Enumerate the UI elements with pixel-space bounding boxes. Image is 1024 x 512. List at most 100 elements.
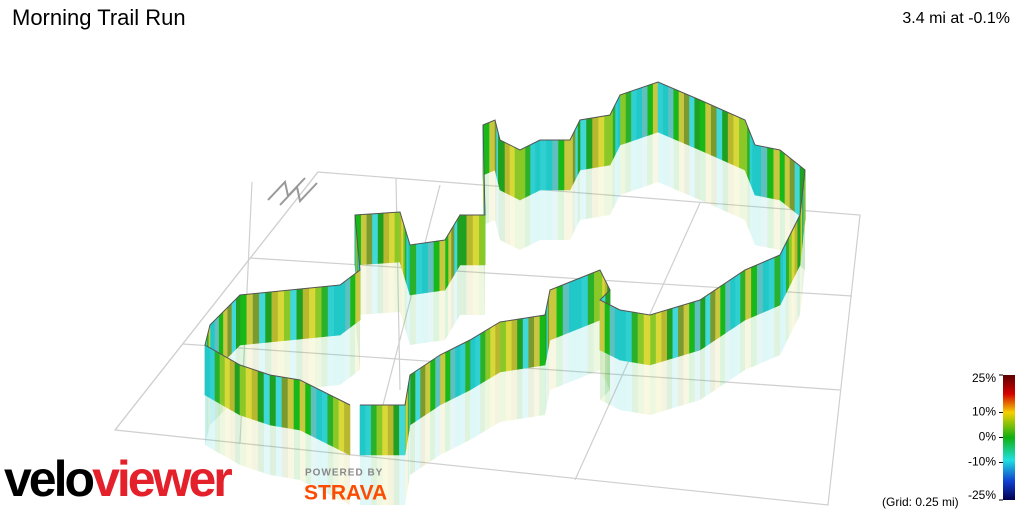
- route-wall: [484, 327, 491, 382]
- route-reflection: [415, 418, 420, 472]
- route-reflection: [365, 455, 372, 505]
- route-reflection: [439, 290, 445, 341]
- route-wall: [327, 393, 334, 448]
- route-reflection: [445, 285, 448, 340]
- route-wall: [668, 86, 675, 140]
- route-reflection: [410, 421, 415, 475]
- route-reflection: [258, 421, 264, 473]
- route-reflection: [235, 412, 240, 465]
- route-reflection: [535, 190, 540, 243]
- route-wall: [376, 404, 383, 456]
- route-wall: [283, 289, 291, 341]
- route-wall: [399, 404, 406, 456]
- route-reflection: [498, 183, 500, 240]
- route-wall: [597, 115, 605, 168]
- route-reflection: [762, 310, 769, 363]
- route-wall: [365, 404, 372, 456]
- route-reflection: [663, 134, 669, 187]
- route-reflection: [465, 390, 470, 443]
- route-wall: [649, 312, 656, 366]
- route-wall: [545, 139, 553, 191]
- route-reflection: [802, 236, 804, 293]
- route-wall: [671, 306, 679, 359]
- route-wall: [251, 368, 259, 422]
- route-wall: [454, 344, 461, 398]
- route-reflection: [730, 326, 735, 380]
- route-reflection: [794, 270, 798, 327]
- colorbar-tick-label: -25%: [968, 488, 996, 502]
- route-reflection: [407, 437, 408, 493]
- route-reflection: [355, 320, 360, 374]
- route-wall: [231, 298, 237, 355]
- route-wall: [773, 148, 781, 201]
- route-reflection: [668, 136, 674, 189]
- route-reflection: [780, 200, 785, 254]
- route-reflection: [677, 355, 684, 407]
- route-wall: [287, 377, 295, 430]
- route-wall: [229, 358, 236, 413]
- route-wall: [572, 129, 576, 186]
- route-wall: [599, 299, 606, 353]
- route-reflection: [625, 141, 631, 194]
- route-reflection: [288, 428, 294, 479]
- route-wall: [551, 139, 559, 191]
- route-reflection: [388, 262, 395, 313]
- route-reflection: [495, 372, 500, 425]
- route-wall: [456, 213, 461, 272]
- route-wall: [505, 319, 512, 372]
- route-reflection: [655, 361, 662, 414]
- route-reflection: [800, 259, 801, 315]
- route-wall: [619, 92, 626, 146]
- route-wall: [222, 307, 228, 363]
- route-wall: [593, 269, 601, 323]
- route-wall: [609, 304, 616, 358]
- route-reflection: [230, 409, 235, 463]
- route-wall: [574, 124, 578, 181]
- route-reflection: [800, 253, 802, 310]
- route-reflection: [647, 133, 653, 186]
- route-wall: [657, 81, 664, 135]
- route-wall: [387, 404, 395, 456]
- route-reflection: [409, 425, 410, 481]
- route-reflection: [546, 352, 548, 409]
- route-reflection: [394, 262, 400, 313]
- route-wall: [614, 99, 618, 156]
- route-wall: [504, 142, 511, 196]
- route-reflection: [525, 195, 530, 248]
- route-reflection: [408, 289, 410, 345]
- route-reflection: [294, 429, 300, 480]
- route-wall: [760, 145, 768, 198]
- route-reflection: [264, 423, 270, 475]
- route-wall: [729, 276, 736, 331]
- route-wall: [444, 233, 449, 292]
- route-wall: [415, 242, 422, 295]
- route-wall: [673, 88, 680, 142]
- route-wall: [677, 304, 684, 358]
- route-wall: [710, 104, 718, 158]
- route-reflection: [720, 333, 725, 387]
- route-wall: [302, 287, 310, 340]
- route-wall: [269, 374, 277, 427]
- route-reflection: [408, 431, 409, 487]
- route-reflection: [581, 325, 588, 378]
- route-reflection: [540, 190, 546, 240]
- route-wall: [604, 302, 611, 356]
- route-reflection: [801, 242, 803, 299]
- route-reflection: [750, 315, 757, 368]
- route-wall: [344, 276, 351, 332]
- route-wall: [579, 118, 587, 171]
- route-wall: [794, 161, 801, 217]
- colorbar-tick-label: 25%: [972, 371, 996, 385]
- route-wall: [224, 355, 231, 410]
- route-reflection: [451, 275, 454, 330]
- route-wall: [603, 114, 611, 167]
- route-reflection: [545, 358, 547, 415]
- route-reflection: [505, 370, 512, 422]
- route-reflection: [454, 270, 457, 325]
- route-reflection: [788, 282, 792, 338]
- route-wall: [449, 347, 456, 401]
- route-reflection: [803, 225, 805, 282]
- route-wall: [474, 333, 481, 388]
- route-reflection: [750, 182, 753, 239]
